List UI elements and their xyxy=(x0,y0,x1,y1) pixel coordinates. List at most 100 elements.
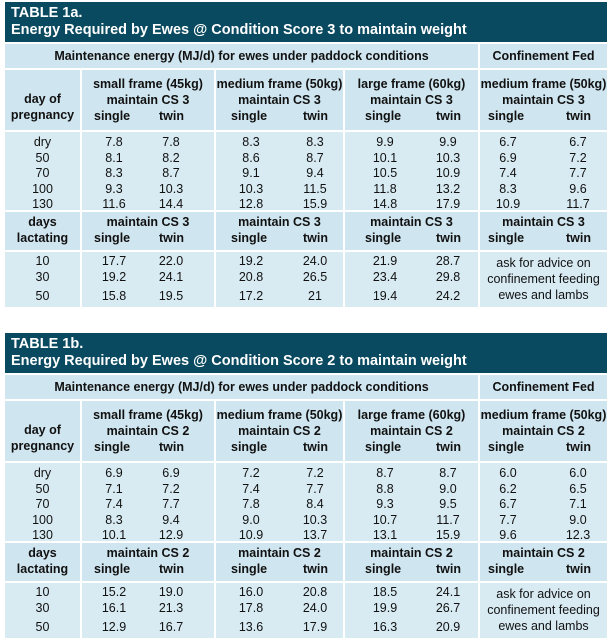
value-twin: 19.5 xyxy=(158,289,184,303)
value-single: 20.8 xyxy=(238,270,264,284)
value-single: 16.3 xyxy=(372,620,398,634)
table-cell xyxy=(82,543,214,581)
twin-label: twin xyxy=(566,109,591,123)
value-twin: 24.1 xyxy=(435,585,461,599)
twin-label: twin xyxy=(159,562,184,576)
maintain-label: maintain CS 2 xyxy=(370,424,453,438)
value-single: 19.4 xyxy=(372,289,398,303)
value-single: 10.5 xyxy=(372,166,398,181)
value-single: 19.2 xyxy=(101,270,127,284)
value-single: 23.4 xyxy=(372,270,398,284)
lactating-day: 30 xyxy=(35,270,50,284)
value-twin: 9.9 xyxy=(439,135,457,149)
paddock-header: Maintenance energy (MJ/d) for ewes under… xyxy=(54,49,429,63)
value-twin: 15.9 xyxy=(435,528,461,543)
pregnancy-day: dry xyxy=(33,466,52,480)
value-single: 13.1 xyxy=(372,528,398,543)
single-label: single xyxy=(365,440,402,454)
value-twin: 20.9 xyxy=(435,620,461,634)
value-twin: 16.7 xyxy=(158,620,184,634)
twin-label: twin xyxy=(303,562,328,576)
value-single: 9.1 xyxy=(242,166,260,181)
advice-cell xyxy=(480,583,607,638)
value-twin: 8.3 xyxy=(306,135,324,149)
advice-text: ask for advice on xyxy=(496,587,591,601)
value-twin: 6.9 xyxy=(162,466,180,480)
single-label: single xyxy=(488,562,525,576)
single-label: single xyxy=(488,109,525,123)
value-single: 8.3 xyxy=(105,512,123,527)
value-twin: 7.7 xyxy=(162,497,180,512)
value-single: 18.5 xyxy=(372,585,398,599)
table-cell xyxy=(480,70,607,130)
value-twin: 28.7 xyxy=(435,254,461,268)
twin-label: twin xyxy=(303,231,328,245)
lactating-day: 10 xyxy=(35,254,50,268)
frame-label: medium frame (50kg) xyxy=(480,408,607,422)
advice-cell xyxy=(480,252,607,307)
maintain-label: maintain CS 2 xyxy=(238,424,321,438)
table-cell xyxy=(345,543,478,581)
table-cell xyxy=(82,583,214,638)
value-twin: 22.0 xyxy=(158,254,184,268)
lactating-maintain-label: maintain CS 3 xyxy=(238,215,321,229)
table-title: Energy Required by Ewes @ Condition Scor… xyxy=(11,353,467,369)
value-twin: 8.2 xyxy=(162,150,180,165)
single-label: single xyxy=(365,109,402,123)
value-single: 12.9 xyxy=(101,620,127,634)
value-single: 12.8 xyxy=(238,197,264,212)
table-cell xyxy=(216,212,343,250)
single-label: single xyxy=(488,440,525,454)
value-twin: 7.2 xyxy=(162,481,180,496)
maintain-label: maintain CS 3 xyxy=(106,93,190,107)
value-twin: 9.4 xyxy=(162,512,180,527)
value-single: 8.3 xyxy=(105,166,123,181)
value-twin: 8.7 xyxy=(306,150,324,165)
value-single: 14.8 xyxy=(372,197,398,212)
row-label-days: days xyxy=(28,215,57,229)
pregnancy-day: 100 xyxy=(32,512,53,527)
row-label-days: days xyxy=(28,546,57,560)
value-twin: 24.0 xyxy=(302,254,328,268)
pregnancy-day: 100 xyxy=(32,181,53,196)
value-twin: 12.3 xyxy=(565,528,591,543)
value-twin: 10.3 xyxy=(435,150,461,165)
value-twin: 7.2 xyxy=(306,466,324,480)
twin-label: twin xyxy=(159,440,184,454)
value-twin: 9.6 xyxy=(569,181,587,196)
value-single: 10.7 xyxy=(372,512,398,527)
table-cell xyxy=(82,401,214,461)
table-cell xyxy=(345,70,478,130)
value-twin: 7.1 xyxy=(569,497,587,512)
lactating-maintain-label: maintain CS 3 xyxy=(502,215,585,229)
value-single: 8.3 xyxy=(499,181,517,196)
value-twin: 10.3 xyxy=(302,512,328,527)
table-cell xyxy=(82,132,214,210)
value-twin: 10.9 xyxy=(435,166,461,181)
frame-label: medium frame (50kg) xyxy=(216,77,343,91)
row-label-pregnancy: pregnancy xyxy=(10,439,75,453)
value-single: 9.9 xyxy=(376,135,394,149)
lactating-maintain-label: maintain CS 3 xyxy=(370,215,453,229)
maintain-label: maintain CS 3 xyxy=(502,93,585,107)
value-single: 6.2 xyxy=(499,481,517,496)
value-single: 6.9 xyxy=(499,150,517,165)
value-twin: 29.8 xyxy=(435,270,461,284)
value-twin: 11.5 xyxy=(303,181,327,196)
table-cell xyxy=(345,401,478,461)
single-label: single xyxy=(231,109,268,123)
twin-label: twin xyxy=(436,440,461,454)
single-label: single xyxy=(94,562,131,576)
value-twin: 9.4 xyxy=(306,166,324,181)
value-twin: 26.5 xyxy=(302,270,328,284)
value-single: 8.6 xyxy=(242,150,260,165)
value-twin: 7.7 xyxy=(306,481,324,496)
value-twin: 17.9 xyxy=(302,620,328,634)
frame-label: medium frame (50kg) xyxy=(216,408,343,422)
pregnancy-day: 70 xyxy=(35,497,50,512)
value-single: 10.1 xyxy=(101,528,127,543)
table-cell xyxy=(480,132,607,210)
value-twin: 6.0 xyxy=(569,466,587,480)
value-single: 10.9 xyxy=(495,197,521,212)
value-twin: 17.9 xyxy=(435,197,461,212)
